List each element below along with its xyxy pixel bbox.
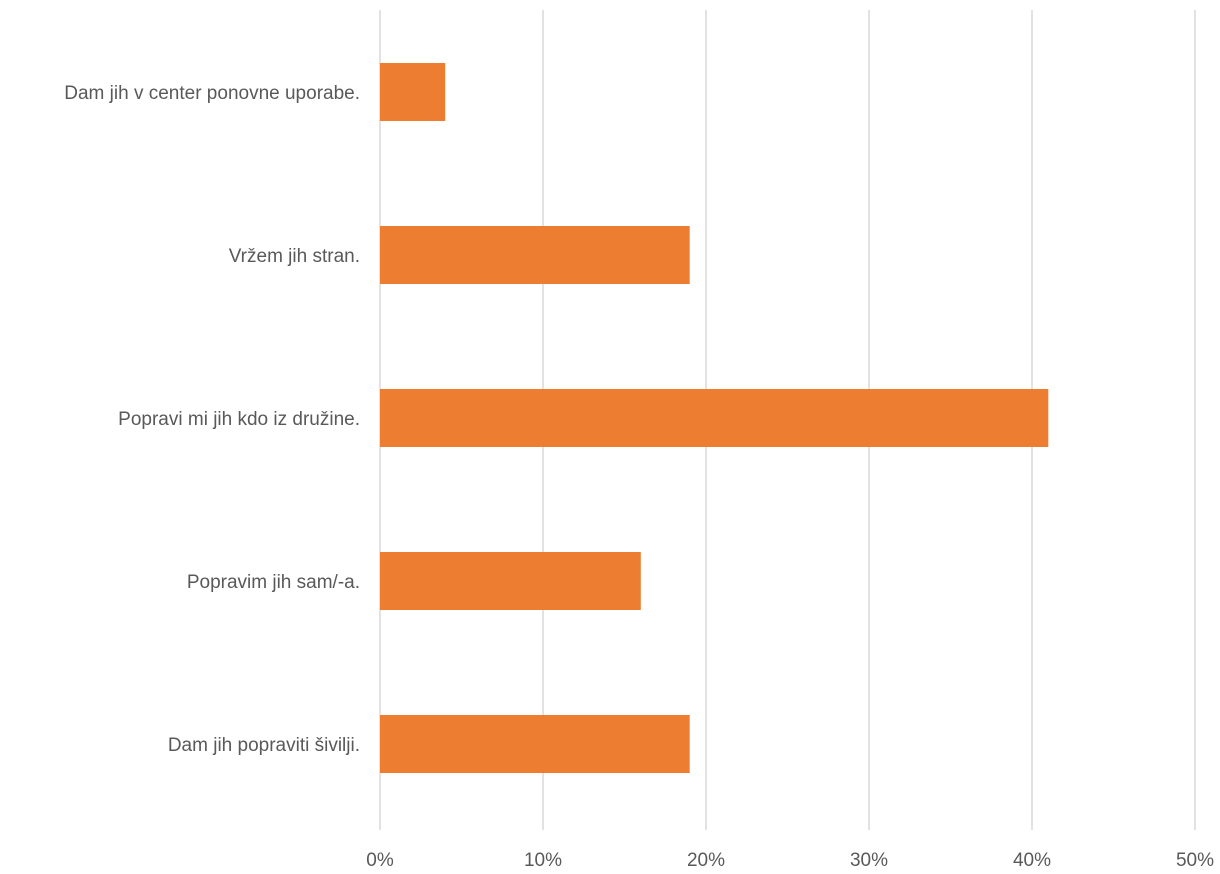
category-label: Popravi mi jih kdo iz družine. — [118, 409, 360, 430]
category-label: Dam jih popraviti šivilji. — [168, 735, 360, 756]
bar — [380, 389, 1049, 447]
x-tick-label: 0% — [366, 850, 394, 871]
x-tick-label: 30% — [850, 850, 888, 871]
bar — [380, 715, 690, 773]
x-axis-tick-labels: 0% 10% 20% 30% 40% 50% — [366, 850, 1214, 871]
category-label: Dam jih v center ponovne uporabe. — [64, 83, 360, 104]
category-labels: Dam jih v center ponovne uporabe. Vržem j… — [64, 83, 360, 756]
x-tick-label: 50% — [1176, 850, 1214, 871]
x-tick-label: 40% — [1013, 850, 1051, 871]
category-label: Popravim jih sam/-a. — [187, 572, 360, 593]
bar — [380, 226, 690, 284]
bar — [380, 63, 446, 121]
bars — [380, 63, 1049, 773]
x-tick-label: 20% — [687, 850, 725, 871]
x-tick-label: 10% — [524, 850, 562, 871]
category-label: Vržem jih stran. — [229, 246, 360, 267]
bar — [380, 552, 641, 610]
